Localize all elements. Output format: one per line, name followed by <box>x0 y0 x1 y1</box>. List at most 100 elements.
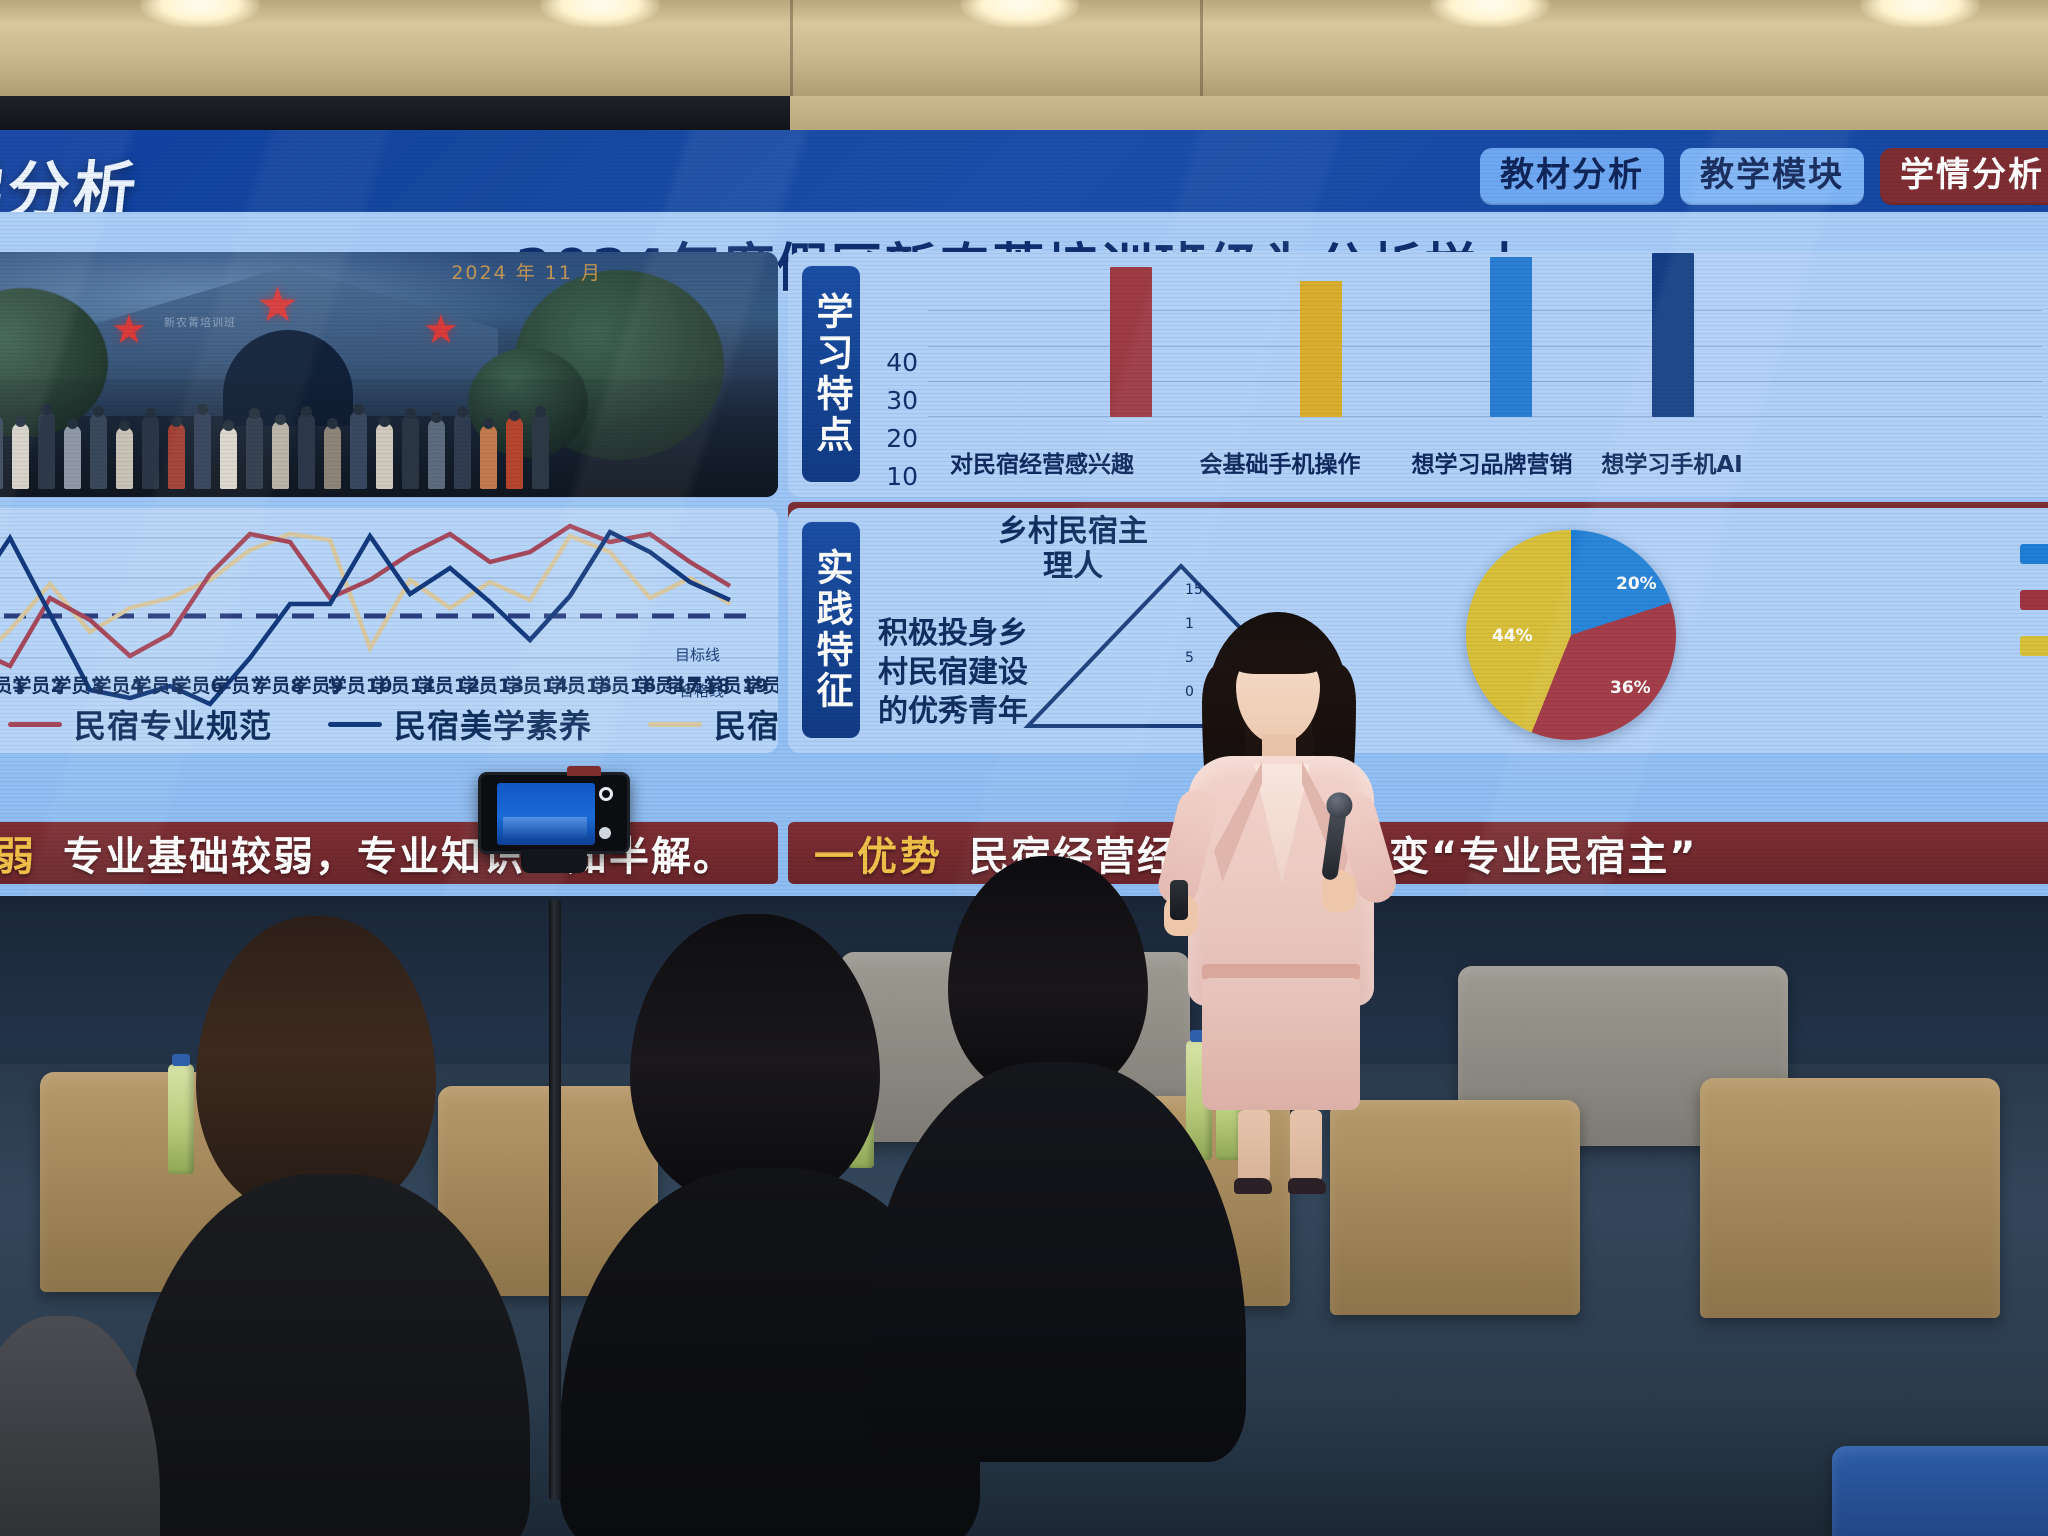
smartphone-recording[interactable] <box>478 766 630 873</box>
bar-xlabel-3: 想学习手机AI <box>1601 452 1743 478</box>
presenter-clicker <box>1170 880 1188 920</box>
line-xlabel: 学员20 <box>743 675 778 697</box>
legend-swatch <box>328 721 383 727</box>
led-screen: 学分析 教材分析 教学模块 学情分析 四 2024年度假区新农菁培训班级为分析样… <box>0 130 2048 902</box>
presenter-leg <box>1290 1110 1322 1182</box>
bar-xlabel-2: 想学习品牌营销 <box>1411 452 1573 478</box>
pie-legend-swatch <box>2020 590 2048 610</box>
legend-label: 民宿美学素养 <box>394 707 593 745</box>
line-xlabel: 学员4 <box>92 675 144 697</box>
audience-person-shoulders <box>130 1174 530 1536</box>
line-xlabel: 学员17 <box>635 675 701 697</box>
line-chart: 目标线 合格线 学员1 学员2 学员3 学员4 学员5 学员6 学员7 学员8 … <box>0 508 778 753</box>
line-xlabel: 学员15 <box>547 675 613 697</box>
bar-xlabel-1: 会基础手机操作 <box>1199 452 1361 478</box>
pie-legend-swatch <box>2020 544 2048 564</box>
learning-characteristics-panel: 学习特点 40 30 20 10 对民宿经营感兴趣 会基础手机操作 想学 <box>788 252 2048 497</box>
line-xlabel: 学员14 <box>503 675 569 697</box>
presenter-belt <box>1202 964 1360 980</box>
legend-label: 民宿专业规范 <box>74 707 273 745</box>
panel-label-practice: 实践特征 <box>802 522 860 738</box>
line-chart-legend: 民宿专业规范 民宿美学素养 民宿品牌营销 <box>8 701 778 747</box>
svg-text:5: 5 <box>1185 650 1194 666</box>
svg-text:0: 0 <box>1185 684 1194 700</box>
line-xlabel: 学员13 <box>459 675 525 697</box>
photo-date-stamp: 2024 年 11 月 <box>451 262 602 284</box>
ceiling-light <box>1860 0 1980 28</box>
red-star-icon: ★ <box>256 279 300 332</box>
audience-chair <box>1330 1100 1580 1315</box>
presenter-leg <box>1238 1110 1270 1182</box>
ceiling-light <box>540 0 660 28</box>
ceiling-seam <box>790 0 793 96</box>
line-xlabel: 学员18 <box>665 675 731 697</box>
line-xlabel: 学员12 <box>415 675 481 697</box>
reference-line-label: 合格线 <box>678 682 724 700</box>
line-xlabel: 学员16 <box>591 675 657 697</box>
series-aesthetic-literacy <box>0 529 731 707</box>
pie-circle <box>1466 530 1676 740</box>
bar-3 <box>1652 253 1694 417</box>
pie-pct-1: 36% <box>1610 678 1651 698</box>
legend-swatch <box>648 721 703 727</box>
panel-label-learning: 学习特点 <box>802 266 860 482</box>
legend-swatch <box>8 721 62 727</box>
legend-item-aesthetic-literacy: 民宿美学素养 <box>328 701 592 747</box>
line-xlabel: 学员2 <box>12 675 64 697</box>
legend-item-brand-marketing: 民宿品牌营销 <box>648 701 778 747</box>
line-xlabel: 学员5 <box>132 675 184 697</box>
presenter-shoe <box>1288 1178 1326 1194</box>
triangle-left-text: 积极投身乡 村民宿建设 的优秀青年 <box>878 616 1028 729</box>
group-photo: ★ ★ ★ 新农菁培训班 2024 年 11 月 <box>0 252 778 497</box>
line-chart-svg <box>0 523 778 707</box>
line-chart-xlabels: 学员1 学员2 学员3 学员4 学员5 学员6 学员7 学员8 学员9 学员10… <box>0 671 778 697</box>
selfie-stick <box>549 900 561 1500</box>
building-signage: 新农菁培训班 <box>164 317 236 329</box>
series-brand-marketing <box>0 531 732 654</box>
phone-screen[interactable] <box>497 783 595 845</box>
line-xlabel: 学员6 <box>172 675 224 697</box>
legend-label: 民宿品牌营销 <box>714 707 778 745</box>
pie-legend-swatch <box>2020 636 2048 656</box>
phone-top-nub <box>567 766 601 776</box>
tab-xueqing-fenxi[interactable]: 学情分析 <box>1880 148 2048 206</box>
line-xlabel: 学员10 <box>327 675 393 697</box>
triangle-title: 乡村民宿主 理人 <box>998 514 1148 585</box>
presenter-bangs <box>1230 640 1326 674</box>
slide-header: 学分析 教材分析 教学模块 学情分析 四 <box>0 130 2048 227</box>
ceiling-light <box>1430 0 1550 28</box>
line-xlabel: 学员19 <box>703 675 769 697</box>
line-xlabel: 学员8 <box>252 675 304 697</box>
pie-legend <box>2020 544 2048 656</box>
bar-chart-plot <box>928 276 2042 417</box>
presenter-skirt <box>1202 978 1360 1110</box>
pie-pct-0: 20% <box>1616 574 1657 594</box>
shutter-icon[interactable] <box>599 827 611 839</box>
crowd-group <box>0 379 778 497</box>
bar-ytick-40: 40 <box>886 348 918 377</box>
conclusion-tag: 一优势 <box>814 834 943 880</box>
line-xlabel: 学员9 <box>292 675 344 697</box>
water-bottle <box>168 1054 194 1174</box>
bar-ytick-10: 10 <box>886 462 918 491</box>
tab-jiaocai-fenxi[interactable]: 教材分析 <box>1480 148 1664 206</box>
red-star-icon: ★ <box>111 308 147 352</box>
ceiling-seam <box>1200 0 1203 96</box>
bar-ytick-30: 30 <box>886 386 918 415</box>
audience-chair <box>1832 1446 2048 1536</box>
ceiling-light <box>960 0 1080 28</box>
line-xlabel: 学员11 <box>371 675 437 697</box>
audience-person-head <box>630 914 880 1204</box>
line-xlabel: 学员7 <box>212 675 264 697</box>
ceiling-light <box>140 0 260 28</box>
phone-holder-clamp <box>521 849 587 873</box>
pie-chart: 20% 36% 44% <box>1466 530 1676 740</box>
tab-jiaoxue-mokuai[interactable]: 教学模块 <box>1680 148 1864 206</box>
line-chart-panel: 目标线 合格线 学员1 学员2 学员3 学员4 学员5 学员6 学员7 学员8 … <box>0 508 778 753</box>
audience-person-head <box>948 856 1148 1096</box>
practice-characteristics-panel: 实践特征 乡村民宿主 理人 积极投身乡 村民宿建设 的优秀青年 15 1 5 0 20… <box>788 508 2048 753</box>
record-button-icon[interactable] <box>599 787 613 801</box>
svg-text:15: 15 <box>1185 582 1203 598</box>
conclusion-bar-weak: 弱 专业基础较弱，专业知识一知半解。 <box>0 822 778 884</box>
